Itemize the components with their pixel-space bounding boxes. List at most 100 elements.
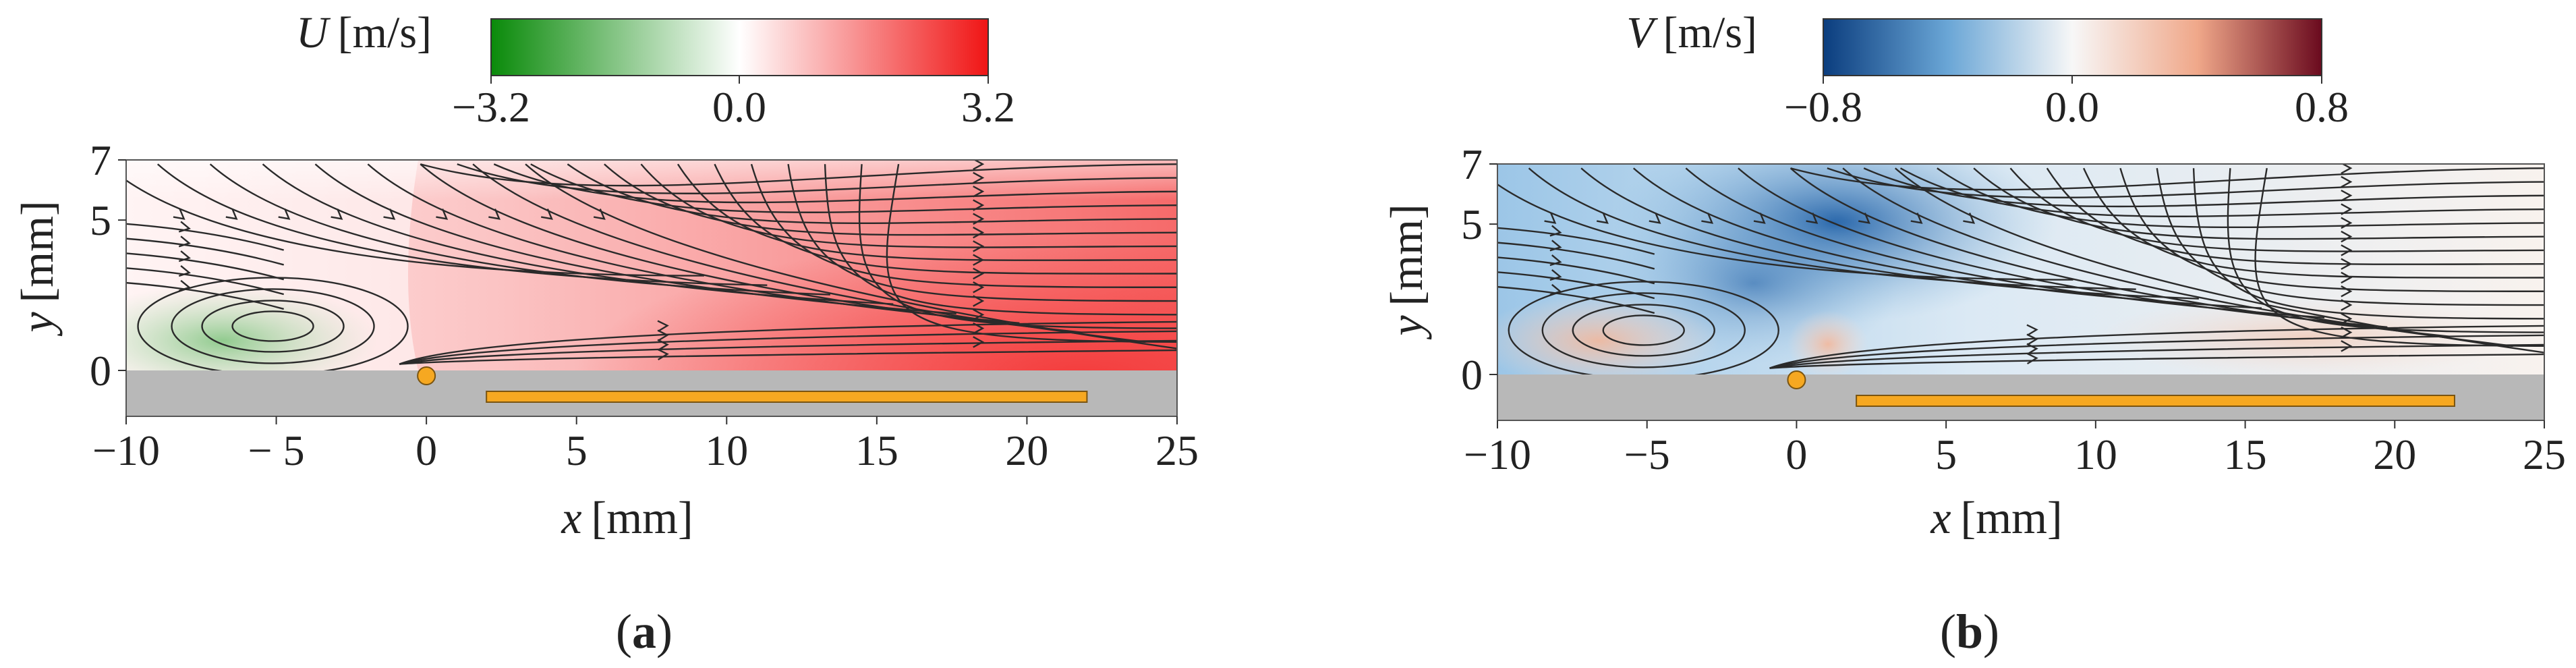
x-tick-label-b-4: 10 <box>2074 430 2117 478</box>
stream-arrow-b-7 <box>1910 213 1923 224</box>
x-tick-label-b-5: 15 <box>2224 430 2267 478</box>
xlabel-b-unit: [mm] <box>1961 492 2063 543</box>
colorbar-u-title: U [m/s] <box>296 8 432 57</box>
vortex-loop-a-2 <box>171 288 375 364</box>
stream-arrow-b-1 <box>1596 213 1609 224</box>
stream-arrow-a-15 <box>973 240 985 252</box>
x-tick-label-b-2: 0 <box>1785 430 1807 478</box>
x-tick-label-a-2: 0 <box>416 426 437 474</box>
streamline-b-29 <box>1497 256 1655 285</box>
streamline-b-23 <box>1769 325 2544 369</box>
stream-arrow-a-24 <box>657 329 669 341</box>
streamline-a-11 <box>493 163 1177 204</box>
x-tick-label-a-7: 25 <box>1155 426 1199 474</box>
y-tick-label-a-2: 7 <box>90 136 111 184</box>
stream-arrow-a-17 <box>973 267 985 280</box>
stream-arrow-a-1 <box>225 208 238 220</box>
stream-arrow-b-2 <box>1649 213 1661 224</box>
streamline-a-4 <box>314 163 956 314</box>
streamline-a-0 <box>126 179 704 277</box>
stream-arrow-b-10 <box>2341 175 2353 188</box>
streamline-b-10 <box>1827 167 2544 198</box>
stream-arrow-b-19 <box>2341 299 2353 311</box>
streamline-a-22 <box>886 164 1177 343</box>
stream-arrow-a-22 <box>973 336 985 348</box>
stream-arrow-b-15 <box>2341 244 2353 256</box>
stream-arrow-a-30 <box>178 265 191 277</box>
stream-arrow-a-21 <box>973 322 985 335</box>
ylabel-a: y [mm] <box>11 200 63 336</box>
streamline-b-18 <box>2119 167 2544 292</box>
vortex-loop-b-2 <box>1541 292 1746 368</box>
stream-arrow-a-11 <box>973 186 985 198</box>
ylabel-b: y [mm] <box>1381 204 1432 339</box>
vortex-loop-a-3 <box>137 277 409 370</box>
stream-arrow-a-10 <box>973 171 985 184</box>
colorbar-v-title: V [m/s] <box>1626 8 1757 57</box>
stream-arrow-b-5 <box>1806 213 1819 224</box>
stream-arrow-b-18 <box>2341 285 2353 298</box>
streamline-b-15 <box>2009 167 2544 252</box>
plot-frame-a <box>125 159 1178 417</box>
stream-arrow-a-2 <box>278 208 291 220</box>
axes-a: −10 − 5 0 5 10 15 20 25 0 5 7 <box>90 136 1199 474</box>
stream-arrow-b-16 <box>2341 258 2353 270</box>
streamline-b-11 <box>1863 167 2544 208</box>
panel-label-b-letter: b <box>1956 605 1983 659</box>
xlabel-a-unit: [mm] <box>592 492 693 543</box>
colorbar-v-bar <box>1823 18 2322 76</box>
colorbar-u: U [m/s] −3.2 0.0 3.2 <box>296 8 1015 131</box>
streamline-b-4 <box>1685 167 2325 318</box>
stream-arrow-a-3 <box>331 208 343 220</box>
xlabel-a-symbol: x <box>561 492 581 543</box>
x-tick-label-b-1: −5 <box>1624 430 1670 478</box>
streamline-b-2 <box>1580 167 2199 300</box>
streamline-a-13 <box>567 163 1177 225</box>
x-tick-label-b-7: 25 <box>2523 430 2566 478</box>
stream-arrow-a-19 <box>973 295 985 307</box>
stream-arrow-a-5 <box>436 208 449 220</box>
xlabel-a: x [mm] <box>561 492 693 543</box>
streamline-b-30 <box>1497 271 1655 300</box>
stream-arrow-b-17 <box>2341 271 2353 284</box>
streamline-b-21 <box>2227 168 2544 333</box>
ylabel-b-symbol: y <box>1381 315 1432 340</box>
streamline-b-20 <box>2192 168 2544 320</box>
streamline-a-10 <box>457 163 1177 194</box>
streamline-a-21 <box>858 164 1177 329</box>
colorbar-u-unit: [m/s] <box>338 8 432 57</box>
stream-arrow-b-12 <box>2341 203 2353 215</box>
vortex-loop-b-3 <box>1508 281 1779 374</box>
y-tick-label-b-1: 5 <box>1461 200 1483 248</box>
streamline-b-12 <box>1899 167 2544 217</box>
colorbar-v-ticklabel-2: 0.8 <box>2295 83 2349 131</box>
ylabel-a-unit: [mm] <box>11 200 63 302</box>
stream-arrow-b-20 <box>2341 312 2353 325</box>
stream-arrow-a-26 <box>657 348 669 361</box>
streamline-b-17 <box>2083 167 2544 279</box>
streamline-b-22 <box>2254 168 2544 347</box>
streamline-b-14 <box>1973 167 2544 240</box>
colorbar-v-ticklabel-1: 0.0 <box>2045 83 2099 131</box>
stream-arrow-b-24 <box>2026 333 2038 345</box>
vortex-loop-a-1 <box>201 300 345 353</box>
y-tick-label-b-2: 7 <box>1461 140 1483 188</box>
plot-frame-b <box>1497 163 2545 421</box>
xlabel-b: x [mm] <box>1930 492 2062 543</box>
x-tick-label-a-5: 15 <box>855 426 898 474</box>
axes-b: −10 −5 0 5 10 15 20 25 0 5 7 <box>1461 140 2566 478</box>
panel-a: U [m/s] −3.2 0.0 3.2 −10− 5 0 5 10 15 20 25057 … <box>11 8 1199 659</box>
streamline-a-15 <box>640 163 1177 248</box>
colorbar-u-ticklabel-1: 0.0 <box>712 83 766 131</box>
colorbar-v-symbol: V <box>1626 8 1658 57</box>
y-tick-label-b-0: 0 <box>1461 351 1483 399</box>
stream-arrow-b-3 <box>1701 213 1714 224</box>
x-tick-label-b-3: 5 <box>1935 430 1957 478</box>
x-tick-label-a-6: 20 <box>1005 426 1048 474</box>
colorbar-u-ticklabel-2: 3.2 <box>961 83 1015 131</box>
stream-arrow-b-4 <box>1753 213 1766 224</box>
stream-arrow-a-16 <box>973 254 985 266</box>
streamlines-v <box>1497 164 2544 374</box>
stream-arrow-a-9 <box>973 160 985 170</box>
